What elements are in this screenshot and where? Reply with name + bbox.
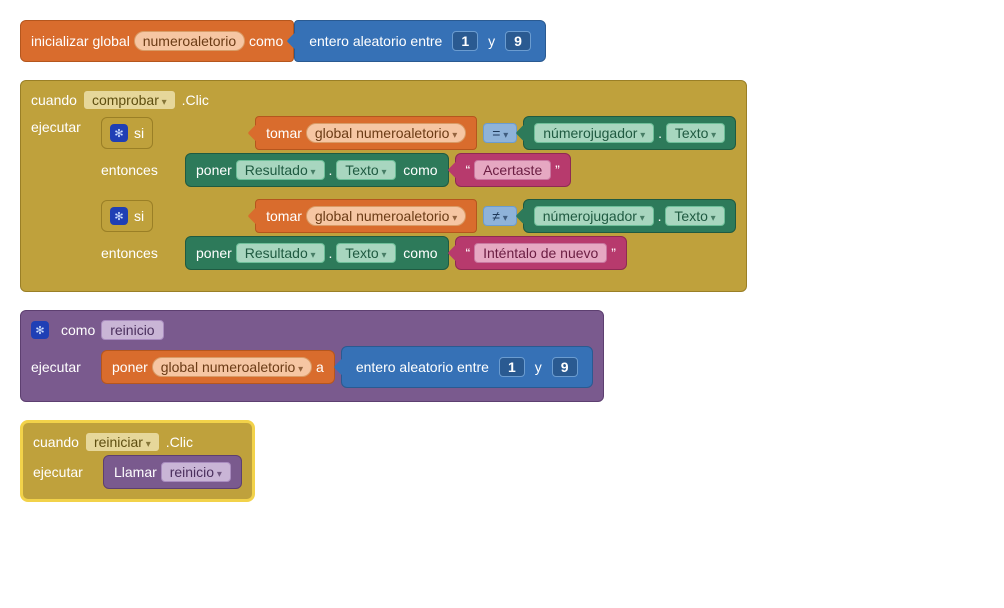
if-block-2-header[interactable]: ✻ si tomar global numeroaletorio ≠ númer…	[101, 199, 736, 233]
dot: .	[658, 125, 662, 141]
como-label: como	[249, 33, 283, 49]
cuando-label: cuando	[31, 92, 77, 108]
set-result-text-2[interactable]: poner Resultado . Texto como	[185, 236, 449, 270]
handler-dropdown-2[interactable]: reiniciar	[85, 432, 160, 452]
procedure-name-field[interactable]: reinicio	[101, 320, 163, 340]
then-row-2: entonces poner Resultado . Texto como “ …	[101, 236, 736, 270]
procedure-header[interactable]: ✻ como reinicio	[31, 320, 593, 340]
entonces-label-1: entonces	[101, 162, 179, 178]
poner-label: poner	[196, 162, 232, 178]
component-get-text-2[interactable]: númerojugador . Texto	[523, 199, 736, 233]
set-component-dropdown-2[interactable]: Resultado	[236, 243, 325, 263]
when-reiniciar-click-block: cuando reiniciar .Clic ejecutar Llamar r…	[20, 420, 255, 502]
prop-dropdown-2[interactable]: Texto	[665, 206, 724, 226]
ejecutar-label: ejecutar	[31, 113, 101, 273]
string-retry[interactable]: “ Inténtalo de nuevo ”	[455, 236, 627, 270]
entonces-label-2: entonces	[101, 245, 179, 261]
si-label: si	[134, 125, 144, 141]
prop-dropdown-1[interactable]: Texto	[666, 123, 725, 143]
a-label: a	[316, 359, 324, 375]
if-block-1-header[interactable]: ✻ si tomar global numeroaletorio = númer…	[101, 116, 736, 150]
set-result-text-1[interactable]: poner Resultado . Texto como	[185, 153, 449, 187]
call-procedure-block[interactable]: Llamar reinicio	[103, 455, 242, 489]
init-global-head[interactable]: inicializar global numeroaletorio como	[20, 20, 294, 62]
variable-name-field[interactable]: numeroaletorio	[134, 31, 245, 51]
set-global-var-dropdown[interactable]: global numeroaletorio	[152, 357, 312, 377]
y-label: y	[488, 33, 495, 49]
set-component-dropdown-1[interactable]: Resultado	[236, 160, 325, 180]
random-to[interactable]: 9	[505, 31, 531, 51]
si-label-2: si	[134, 208, 144, 224]
event-header-2[interactable]: cuando reiniciar .Clic	[33, 432, 242, 452]
random-from[interactable]: 1	[452, 31, 478, 51]
component-dropdown-1[interactable]: númerojugador	[534, 123, 654, 143]
event-header[interactable]: cuando comprobar .Clic	[31, 90, 736, 110]
string-value-1[interactable]: Acertaste	[474, 160, 551, 180]
operator-eq[interactable]: =	[483, 123, 517, 143]
call-procedure-dropdown[interactable]: reinicio	[161, 462, 231, 482]
handler-dropdown[interactable]: comprobar	[83, 90, 176, 110]
get-global-block-1[interactable]: tomar global numeroaletorio	[255, 116, 477, 150]
random-int-block-2[interactable]: entero aleatorio entre 1 y 9	[341, 346, 593, 388]
como-label-1: como	[403, 162, 437, 178]
ejecutar-label-3: ejecutar	[31, 359, 101, 375]
global-var-dropdown-2[interactable]: global numeroaletorio	[306, 206, 466, 226]
tomar-label: tomar	[266, 125, 302, 141]
init-global-block: inicializar global numeroaletorio como e…	[20, 20, 984, 62]
gear-icon[interactable]: ✻	[110, 124, 128, 142]
event-name: .Clic	[182, 92, 209, 108]
set-global-block[interactable]: poner global numeroaletorio a	[101, 350, 335, 384]
gear-icon[interactable]: ✻	[31, 321, 49, 339]
poner-label-3: poner	[112, 359, 148, 375]
string-value-2[interactable]: Inténtalo de nuevo	[474, 243, 607, 263]
cuando-label-2: cuando	[33, 434, 79, 450]
procedure-reinicio-block: ✻ como reinicio ejecutar poner global nu…	[20, 310, 604, 402]
component-dropdown-2[interactable]: númerojugador	[534, 206, 654, 226]
string-acertaste[interactable]: “ Acertaste ”	[455, 153, 571, 187]
ejecutar-label-4: ejecutar	[33, 464, 103, 480]
component-get-text-1[interactable]: númerojugador . Texto	[523, 116, 736, 150]
init-label: inicializar global	[31, 33, 130, 49]
set-prop-dropdown-2[interactable]: Texto	[336, 243, 395, 263]
como-label: como	[61, 322, 95, 338]
random-to-2[interactable]: 9	[552, 357, 578, 377]
set-prop-dropdown-1[interactable]: Texto	[336, 160, 395, 180]
global-var-dropdown-1[interactable]: global numeroaletorio	[306, 123, 466, 143]
llamar-label: Llamar	[114, 464, 157, 480]
random-int-block[interactable]: entero aleatorio entre 1 y 9	[294, 20, 546, 62]
random-from-2[interactable]: 1	[499, 357, 525, 377]
then-row-1: entonces poner Resultado . Texto como “ …	[101, 153, 736, 187]
gear-icon[interactable]: ✻	[110, 207, 128, 225]
get-global-block-2[interactable]: tomar global numeroaletorio	[255, 199, 477, 233]
event-name-2: .Clic	[166, 434, 193, 450]
random-label: entero aleatorio entre	[309, 33, 442, 49]
operator-neq[interactable]: ≠	[483, 206, 517, 226]
random-label-2: entero aleatorio entre	[356, 359, 489, 375]
when-comprobar-click-block: cuando comprobar .Clic ejecutar ✻ si tom…	[20, 80, 747, 292]
